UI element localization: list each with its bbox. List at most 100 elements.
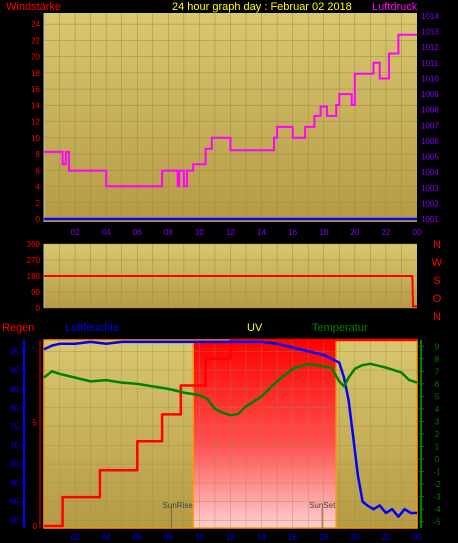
y-tick-label: 18 <box>31 69 40 78</box>
temperature-tick-label: 2 <box>435 430 440 439</box>
temperature-tick-label: 3 <box>435 417 440 426</box>
temperature-tick-label: 5 <box>435 392 440 401</box>
uv-region <box>43 339 418 529</box>
y-tick-label: 14 <box>31 101 40 110</box>
series-line <box>43 340 417 518</box>
x-tick-label: 02 <box>71 228 80 237</box>
y2-tick-label: 1007 <box>421 121 439 130</box>
x-tick-label: 18 <box>319 533 328 542</box>
series-line <box>44 33 417 188</box>
sunrise-label: SunRise <box>163 501 194 510</box>
x-tick-label: 20 <box>350 533 359 542</box>
y-tick-label: 6 <box>36 166 41 175</box>
x-tick-label: 08 <box>164 533 173 542</box>
y2-tick-label: 1001 <box>421 215 439 224</box>
direction-label: O <box>433 293 442 305</box>
x-tick-label: 10 <box>195 228 204 237</box>
rain-tick-label: 5 <box>33 419 38 428</box>
y2-tick-label: 1014 <box>421 12 439 21</box>
chart-title: 24 hour graph day : Februar 02 2018 <box>172 1 352 13</box>
x-tick-label: 16 <box>288 228 297 237</box>
humidity-tick-label: 90 <box>10 366 19 375</box>
panel1-series <box>44 33 417 221</box>
temperature-tick-label: 0 <box>435 455 440 464</box>
y-tick-label: 8 <box>36 150 41 159</box>
y-tick-label: 16 <box>31 85 40 94</box>
temperature-tick-label: -2 <box>433 480 441 489</box>
sun-markers: SunRise SunSet <box>163 501 336 528</box>
x-tick-label: 22 <box>381 533 390 542</box>
x-tick-label: 00 <box>413 228 422 237</box>
y2-tick-label: 1012 <box>421 43 439 52</box>
temperature-tick-label: 7 <box>435 367 440 376</box>
series-line <box>44 275 417 308</box>
y-tick-label: 24 <box>31 20 40 29</box>
humidity-tick-label: 80 <box>10 404 19 413</box>
humidity-tick-label: 85 <box>10 385 19 394</box>
y2-tick-label: 1009 <box>421 90 439 99</box>
y-tick-label: 0 <box>36 304 41 313</box>
x-tick-label: 12 <box>226 533 235 542</box>
humidity-label: Luftfeuchte <box>65 322 119 334</box>
temperature-tick-label: -4 <box>433 505 441 514</box>
x-tick-label: 02 <box>71 533 80 542</box>
panel3-ticks: 5055606570758085909505-5-4-3-2-101234567… <box>10 340 441 542</box>
y2-tick-label: 1013 <box>421 28 439 37</box>
series-line <box>44 338 417 528</box>
temperature-tick-label: 4 <box>435 405 440 414</box>
panel1-ticks: 0246810121416182022241001100210031004100… <box>31 12 439 237</box>
direction-label: N <box>433 239 441 251</box>
y2-tick-label: 1006 <box>421 137 439 146</box>
humidity-tick-label: 70 <box>10 441 19 450</box>
panel3-series <box>43 338 418 528</box>
x-tick-label: 14 <box>257 533 266 542</box>
humidity-tick-label: 50 <box>10 516 19 525</box>
humidity-tick-label: 55 <box>10 498 19 507</box>
x-tick-label: 16 <box>288 533 297 542</box>
pressure-label: Luftdruck <box>372 1 418 13</box>
y2-tick-label: 1005 <box>421 153 439 162</box>
x-tick-label: 06 <box>133 228 142 237</box>
humidity-tick-label: 65 <box>10 460 19 469</box>
temperature-tick-label: -3 <box>433 493 441 502</box>
rain-tick-label: 0 <box>33 522 38 531</box>
x-tick-label: 04 <box>102 228 111 237</box>
x-tick-label: 00 <box>413 533 422 542</box>
temperature-tick-label: -1 <box>433 468 441 477</box>
uv-area <box>193 340 337 528</box>
temperature-tick-label: 6 <box>435 380 440 389</box>
y2-tick-label: 1004 <box>421 168 439 177</box>
x-tick-label: 18 <box>319 228 328 237</box>
direction-label: W <box>432 257 443 269</box>
temperature-tick-label: 9 <box>435 342 440 351</box>
y-tick-label: 360 <box>27 240 41 249</box>
humidity-tick-label: 60 <box>10 479 19 488</box>
humidity-tick-label: 75 <box>10 422 19 431</box>
y-tick-label: 12 <box>31 118 40 127</box>
x-tick-label: 12 <box>226 228 235 237</box>
temperature-tick-label: 1 <box>435 443 440 452</box>
x-tick-label: 08 <box>164 228 173 237</box>
temperature-tick-label: -5 <box>433 518 441 527</box>
y-tick-label: 270 <box>27 256 41 265</box>
y-tick-label: 180 <box>27 272 41 281</box>
wind-speed-label: Windstärke <box>6 1 61 13</box>
y2-tick-label: 1003 <box>421 184 439 193</box>
series-line <box>43 362 418 417</box>
y-tick-label: 20 <box>31 53 40 62</box>
x-tick-label: 14 <box>257 228 266 237</box>
y-tick-label: 2 <box>36 199 41 208</box>
temperature-tick-label: 8 <box>435 355 440 364</box>
panel2-series <box>44 275 417 308</box>
x-tick-label: 06 <box>133 533 142 542</box>
y-tick-label: 4 <box>36 183 41 192</box>
y2-tick-label: 1011 <box>421 59 439 68</box>
rain-label: Regen <box>2 322 34 334</box>
sunset-label: SunSet <box>309 501 336 510</box>
temperature-label: Temperatur <box>312 322 368 334</box>
y2-tick-label: 1002 <box>421 199 439 208</box>
x-tick-label: 10 <box>195 533 204 542</box>
panel1-grid <box>44 13 417 222</box>
y-tick-label: 0 <box>36 215 41 224</box>
